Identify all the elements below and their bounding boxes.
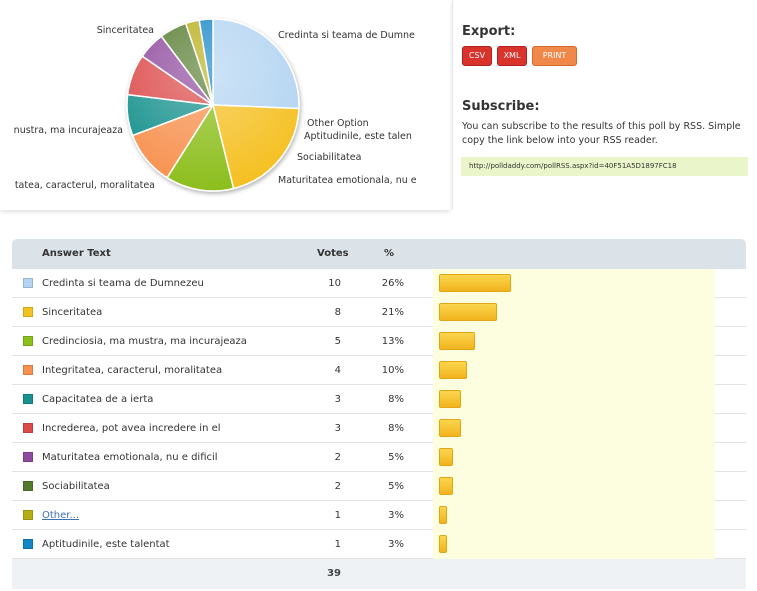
table-row: Capacitatea de a ierta 3 8% [12,385,746,414]
rss-link-field[interactable]: http://polldaddy.com/pollRSS.aspx?id=40F… [461,157,748,176]
bar-cell [433,298,715,327]
bar-cell [433,530,715,559]
result-bar [439,361,467,379]
export-heading: Export: [462,24,516,39]
vote-percent: 5% [388,481,404,492]
table-header: Answer Text Votes % [12,239,746,269]
vote-count: 3 [334,394,341,405]
table-row: Other... 1 3% [12,501,746,530]
results-table: Answer Text Votes % Credinta si teama de… [12,239,746,589]
pie-label-other: Other Option [307,118,369,129]
bar-cell [433,269,715,298]
vote-percent: 5% [388,452,404,463]
pie-label-sinceritatea: Sinceritatea [97,25,154,36]
bar-cell [433,472,715,501]
color-swatch [23,539,33,549]
pie-label-integritatea: tatea, caracterul, moralitatea [15,180,155,191]
answer-text: Aptitudinile, este talentat [42,539,170,550]
result-bar [439,274,511,292]
subscribe-heading: Subscribe: [462,99,540,114]
bar-cell [433,501,715,530]
answer-text: Capacitatea de a ierta [42,394,154,405]
csv-button[interactable]: CSV [462,46,492,66]
vote-count: 3 [334,423,341,434]
vote-count: 4 [334,365,341,376]
pie-label-credinciosia: nustra, ma incurajeaza [14,125,123,136]
color-swatch [23,394,33,404]
other-answers-link[interactable]: Other... [42,510,80,521]
vote-percent: 8% [388,394,404,405]
result-bar [439,477,453,495]
total-votes: 39 [327,568,341,579]
table-row: Maturitatea emotionala, nu e dificil 2 5% [12,443,746,472]
color-swatch [23,452,33,462]
vote-percent: 10% [381,365,404,376]
pie-chart: Credinta si teama de Dumne Sinceritatea … [14,18,417,192]
bar-cell [433,327,715,356]
vote-percent: 3% [388,510,404,521]
percent-header: % [384,248,395,259]
answer-text: Credinciosia, ma mustra, ma incurajeaza [42,336,247,347]
vote-count: 10 [328,278,341,289]
answer-text: Maturitatea emotionala, nu e dificil [42,452,218,463]
answer-text-header: Answer Text [42,248,111,259]
answer-text: Credinta si teama de Dumnezeu [42,278,204,289]
table-row: Credinta si teama de Dumnezeu 10 26% [12,269,746,298]
bar-cell [433,356,715,385]
result-bar [439,390,461,408]
table-row: Integritatea, caracterul, moralitatea 4 10… [12,356,746,385]
xml-button[interactable]: XML [497,46,527,66]
table-row: Credinciosia, ma mustra, ma incurajeaza 5… [12,327,746,356]
color-swatch [23,336,33,346]
table-row: Sociabilitatea 2 5% [12,472,746,501]
pie-label-credinta: Credinta si teama de Dumne [278,30,415,41]
color-swatch [23,365,33,375]
answer-text: Sociabilitatea [42,481,110,492]
vote-percent: 21% [381,307,404,318]
pie-chart-area: Credinta si teama de Dumne Sinceritatea … [0,0,450,210]
side-panel: Export: CSV XML PRINT Subscribe: You can… [452,0,757,210]
bar-cell [433,414,715,443]
answer-text: Sinceritatea [42,307,103,318]
result-bar [439,332,475,350]
table-row: Increderea, pot avea incredere in el 3 8% [12,414,746,443]
pie-label-sociabilitatea: Sociabilitatea [297,152,361,163]
result-bar [439,448,453,466]
result-bar [439,535,448,553]
vote-percent: 3% [388,539,404,550]
vote-percent: 26% [381,278,404,289]
vote-count: 5 [334,336,341,347]
color-swatch [23,481,33,491]
table-footer: 39 [12,559,746,589]
result-bar [439,303,497,321]
color-swatch [23,307,33,317]
color-swatch [23,278,33,288]
answer-text: Integritatea, caracterul, moralitatea [42,365,223,376]
vote-count: 1 [334,510,341,521]
vote-percent: 13% [381,336,404,347]
vote-count: 1 [334,539,341,550]
result-bar [439,419,461,437]
top-panel: Credinta si teama de Dumne Sinceritatea … [0,0,757,212]
pie-label-aptitudinile: Aptitudinile, este talen [304,131,412,142]
subscribe-description: You can subscribe to the results of this… [462,121,741,146]
table-row: Aptitudinile, este talentat 1 3% [12,530,746,559]
bar-cell [433,385,715,414]
color-swatch [23,510,33,520]
votes-header: Votes [317,248,349,259]
vote-count: 2 [334,452,341,463]
result-bar [439,506,448,524]
color-swatch [23,423,33,433]
vote-percent: 8% [388,423,404,434]
print-button[interactable]: PRINT [532,46,577,66]
answer-text: Increderea, pot avea incredere in el [42,423,221,434]
vote-count: 8 [334,307,341,318]
table-body: Credinta si teama de Dumnezeu 10 26% Sincer… [12,269,746,559]
table-row: Sinceritatea 8 21% [12,298,746,327]
pie-label-maturitatea: Maturitatea emotionala, nu e [278,175,417,186]
bar-cell [433,443,715,472]
vote-count: 2 [334,481,341,492]
